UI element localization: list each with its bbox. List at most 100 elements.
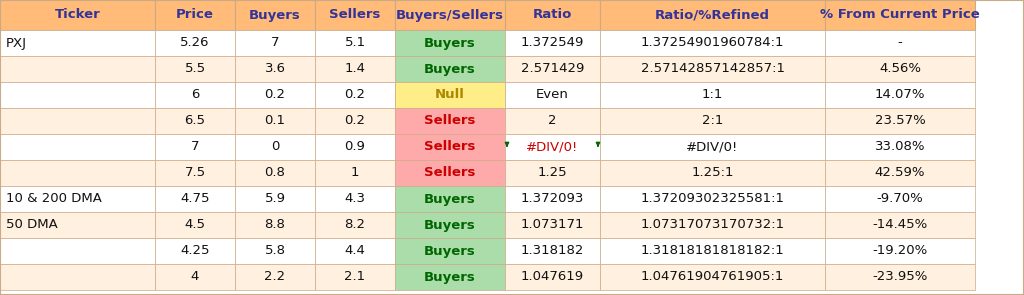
- Text: Buyers: Buyers: [424, 271, 476, 283]
- Bar: [825, 108, 975, 134]
- Text: 0.2: 0.2: [264, 88, 286, 101]
- Bar: [825, 134, 975, 160]
- Bar: [505, 30, 600, 56]
- Text: 1.25:1: 1.25:1: [691, 166, 734, 179]
- Bar: [234, 160, 315, 186]
- Text: 2:1: 2:1: [701, 114, 723, 127]
- Bar: [155, 30, 234, 56]
- Bar: [600, 30, 825, 56]
- Text: Buyers: Buyers: [424, 37, 476, 50]
- Text: 1.372549: 1.372549: [521, 37, 584, 50]
- Bar: [600, 108, 825, 134]
- Text: 0.2: 0.2: [344, 114, 366, 127]
- Text: 10 & 200 DMA: 10 & 200 DMA: [6, 193, 101, 206]
- Bar: [505, 212, 600, 238]
- Text: 7: 7: [270, 37, 280, 50]
- Text: 2.57142857142857:1: 2.57142857142857:1: [640, 63, 784, 76]
- Text: 1: 1: [351, 166, 359, 179]
- Text: -: -: [898, 37, 902, 50]
- Text: 4.5: 4.5: [184, 219, 206, 232]
- Text: 14.07%: 14.07%: [874, 88, 926, 101]
- Bar: [234, 264, 315, 290]
- Bar: [155, 238, 234, 264]
- Bar: [600, 212, 825, 238]
- Bar: [315, 264, 395, 290]
- Text: Ticker: Ticker: [54, 9, 100, 22]
- Text: 1.047619: 1.047619: [521, 271, 584, 283]
- Bar: [234, 134, 315, 160]
- Bar: [395, 212, 505, 238]
- Text: -19.20%: -19.20%: [872, 245, 928, 258]
- Text: Buyers: Buyers: [249, 9, 301, 22]
- Bar: [155, 108, 234, 134]
- Bar: [234, 30, 315, 56]
- Text: 0: 0: [270, 140, 280, 153]
- Text: 33.08%: 33.08%: [874, 140, 926, 153]
- Text: 0.1: 0.1: [264, 114, 286, 127]
- Text: 2: 2: [548, 114, 557, 127]
- Text: 2.2: 2.2: [264, 271, 286, 283]
- Bar: [0, 108, 155, 134]
- Bar: [825, 56, 975, 82]
- Text: 1.318182: 1.318182: [521, 245, 584, 258]
- Bar: [395, 56, 505, 82]
- Bar: [155, 134, 234, 160]
- Bar: [315, 82, 395, 108]
- Text: 4.25: 4.25: [180, 245, 210, 258]
- Text: Buyers: Buyers: [424, 219, 476, 232]
- Text: Sellers: Sellers: [424, 166, 476, 179]
- Bar: [395, 160, 505, 186]
- Bar: [0, 30, 155, 56]
- Bar: [395, 264, 505, 290]
- Text: Sellers: Sellers: [330, 9, 381, 22]
- Text: 1:1: 1:1: [701, 88, 723, 101]
- Text: 1.37209302325581:1: 1.37209302325581:1: [640, 193, 784, 206]
- Text: 1.37254901960784:1: 1.37254901960784:1: [641, 37, 784, 50]
- Bar: [395, 0, 505, 30]
- Bar: [505, 82, 600, 108]
- Text: 1.4: 1.4: [344, 63, 366, 76]
- Text: 1.073171: 1.073171: [521, 219, 585, 232]
- Bar: [395, 134, 505, 160]
- Bar: [315, 186, 395, 212]
- Text: Buyers: Buyers: [424, 245, 476, 258]
- Text: Ratio: Ratio: [532, 9, 572, 22]
- Bar: [155, 160, 234, 186]
- Text: Price: Price: [176, 9, 214, 22]
- Bar: [155, 264, 234, 290]
- Text: 4.4: 4.4: [344, 245, 366, 258]
- Text: 7: 7: [190, 140, 200, 153]
- Text: -23.95%: -23.95%: [872, 271, 928, 283]
- Text: 0.9: 0.9: [344, 140, 366, 153]
- Bar: [825, 212, 975, 238]
- Bar: [825, 0, 975, 30]
- Bar: [505, 186, 600, 212]
- Bar: [600, 264, 825, 290]
- Text: 1.04761904761905:1: 1.04761904761905:1: [641, 271, 784, 283]
- Bar: [0, 56, 155, 82]
- Text: Sellers: Sellers: [424, 140, 476, 153]
- Text: Buyers/Sellers: Buyers/Sellers: [396, 9, 504, 22]
- Bar: [600, 160, 825, 186]
- Bar: [315, 134, 395, 160]
- Bar: [505, 134, 600, 160]
- Text: -9.70%: -9.70%: [877, 193, 924, 206]
- Bar: [0, 264, 155, 290]
- Text: 3.6: 3.6: [264, 63, 286, 76]
- Bar: [505, 0, 600, 30]
- Text: 6.5: 6.5: [184, 114, 206, 127]
- Bar: [505, 108, 600, 134]
- Text: Buyers: Buyers: [424, 63, 476, 76]
- Bar: [234, 108, 315, 134]
- Text: 42.59%: 42.59%: [874, 166, 926, 179]
- Text: 4.3: 4.3: [344, 193, 366, 206]
- Text: PXJ: PXJ: [6, 37, 27, 50]
- Bar: [0, 82, 155, 108]
- Bar: [0, 160, 155, 186]
- Text: #DIV/0!: #DIV/0!: [686, 140, 738, 153]
- Bar: [155, 82, 234, 108]
- Bar: [600, 238, 825, 264]
- Bar: [395, 30, 505, 56]
- Text: Sellers: Sellers: [424, 114, 476, 127]
- Bar: [315, 0, 395, 30]
